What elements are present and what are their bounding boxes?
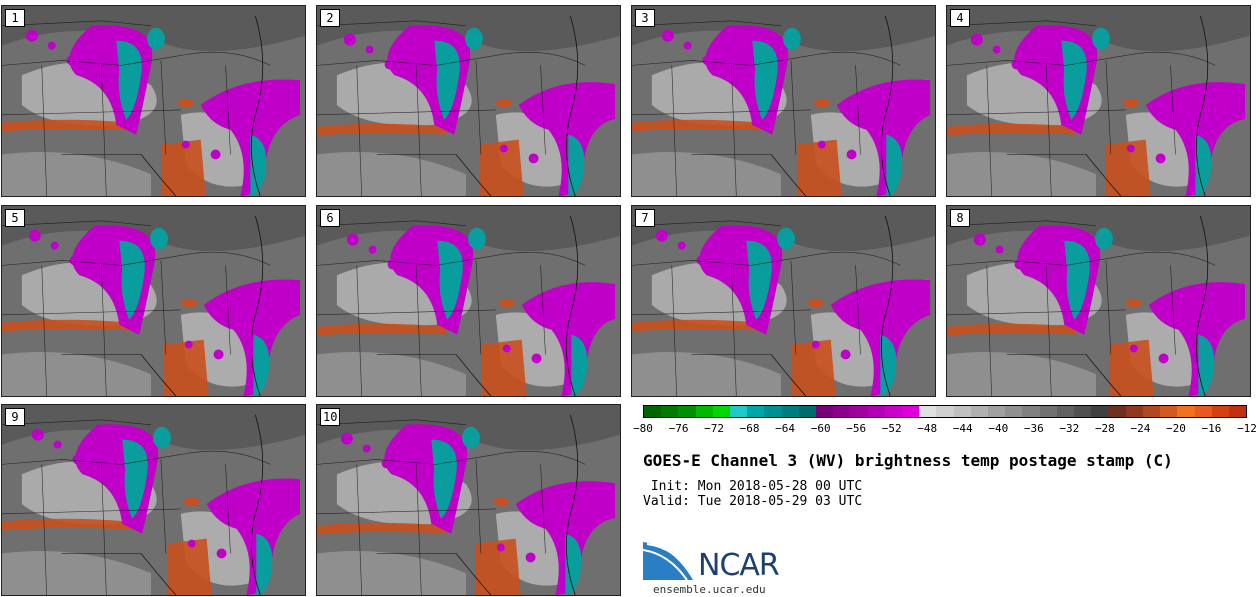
- colorbar-swatch: [1074, 406, 1092, 417]
- colorbar-tick-label: −28: [1094, 422, 1115, 435]
- colorbar-tick-label: −52: [881, 422, 902, 435]
- colorbar-swatch: [970, 406, 989, 417]
- ncar-logo-icon: [643, 542, 696, 581]
- colorbar-swatch: [1005, 406, 1023, 417]
- logo-text: NCAR: [698, 548, 780, 583]
- panel-number: 4: [950, 9, 970, 27]
- colorbar-swatch: [816, 406, 834, 417]
- colorbar: −80 −76 −72 −68 −64 −60 −56 −52 −48 −44 −40 −36 −32 −…: [633, 405, 1257, 435]
- water-vapor-map: [317, 206, 620, 396]
- panel-number: 3: [635, 9, 655, 27]
- colorbar-swatch: [988, 406, 1006, 417]
- stamp-panel-9: 9: [1, 404, 306, 596]
- colorbar-swatch: [1194, 406, 1212, 417]
- colorbar-swatch: [1211, 406, 1229, 417]
- colorbar-swatches: [643, 405, 1247, 418]
- stamp-panel-3: 3: [631, 5, 936, 197]
- colorbar-swatch: [833, 406, 851, 417]
- panel-number: 9: [5, 408, 25, 426]
- colorbar-tick-label: −12: [1237, 422, 1257, 435]
- colorbar-swatch: [850, 406, 868, 417]
- colorbar-swatch: [1056, 406, 1075, 417]
- colorbar-swatch: [661, 406, 679, 417]
- colorbar-swatch: [695, 406, 713, 417]
- water-vapor-map: [2, 405, 305, 595]
- colorbar-swatch: [1142, 406, 1161, 417]
- colorbar-swatch: [1108, 406, 1126, 417]
- panel-number: 10: [320, 408, 341, 426]
- stamp-panel-7: 7: [631, 205, 936, 397]
- colorbar-tick-label: −76: [668, 422, 689, 435]
- colorbar-swatch: [730, 406, 748, 417]
- stamp-panel-10: 10: [316, 404, 621, 596]
- colorbar-swatch: [781, 406, 799, 417]
- colorbar-tick-label: −36: [1023, 422, 1044, 435]
- colorbar-swatch: [884, 406, 903, 417]
- panel-number: 7: [635, 209, 655, 227]
- colorbar-tick-label: −80: [633, 422, 653, 435]
- panel-number: 5: [5, 209, 25, 227]
- stamp-panel-5: 5: [1, 205, 306, 397]
- colorbar-swatch: [1160, 406, 1178, 417]
- colorbar-tick-label: −72: [704, 422, 724, 435]
- colorbar-swatch: [798, 406, 817, 417]
- colorbar-swatch: [1022, 406, 1040, 417]
- water-vapor-map: [947, 6, 1250, 196]
- water-vapor-map: [2, 6, 305, 196]
- water-vapor-map: [632, 206, 935, 396]
- colorbar-swatch: [902, 406, 920, 417]
- panel-number: 1: [5, 9, 25, 27]
- panel-number: 6: [320, 209, 340, 227]
- init-time: Init: Mon 2018-05-28 00 UTC: [643, 479, 863, 494]
- colorbar-swatch: [1125, 406, 1143, 417]
- valid-time: Valid: Tue 2018-05-29 03 UTC: [643, 494, 863, 509]
- water-vapor-map: [2, 206, 305, 396]
- colorbar-tick-label: −68: [739, 422, 760, 435]
- colorbar-swatch: [1228, 406, 1247, 417]
- colorbar-tick-label: −48: [917, 422, 938, 435]
- colorbar-swatch: [644, 406, 662, 417]
- colorbar-tick-label: −16: [1201, 422, 1222, 435]
- colorbar-ticks: −80 −76 −72 −68 −64 −60 −56 −52 −48 −44 −40 −36 −32 −…: [633, 418, 1257, 435]
- stamp-panel-6: 6: [316, 205, 621, 397]
- colorbar-tick-label: −64: [775, 422, 796, 435]
- colorbar-tick-label: −40: [988, 422, 1009, 435]
- stamp-panel-8: 8: [946, 205, 1251, 397]
- colorbar-swatch: [936, 406, 954, 417]
- stamp-panel-2: 2: [316, 5, 621, 197]
- site-url: ensemble.ucar.edu: [653, 583, 766, 596]
- colorbar-swatch: [1039, 406, 1057, 417]
- colorbar-tick-label: −60: [810, 422, 831, 435]
- colorbar-swatch: [1177, 406, 1195, 417]
- stamp-panel-4: 4: [946, 5, 1251, 197]
- colorbar-swatch: [678, 406, 696, 417]
- water-vapor-map: [317, 6, 620, 196]
- panel-number: 8: [950, 209, 970, 227]
- panel-number: 2: [320, 9, 340, 27]
- colorbar-tick-label: −20: [1166, 422, 1186, 435]
- colorbar-swatch: [867, 406, 885, 417]
- colorbar-tick-label: −32: [1059, 422, 1080, 435]
- colorbar-swatch: [1091, 406, 1109, 417]
- figure-title: GOES-E Channel 3 (WV) brightness temp po…: [643, 451, 1173, 470]
- colorbar-tick-label: −44: [952, 422, 973, 435]
- water-vapor-map: [317, 405, 620, 595]
- colorbar-swatch: [919, 406, 937, 417]
- colorbar-swatch: [747, 406, 765, 417]
- colorbar-swatch: [953, 406, 971, 417]
- colorbar-tick-label: −24: [1130, 422, 1151, 435]
- stamp-panel-1: 1: [1, 5, 306, 197]
- colorbar-swatch: [764, 406, 782, 417]
- water-vapor-map: [632, 6, 935, 196]
- colorbar-tick-label: −56: [846, 422, 867, 435]
- colorbar-swatch: [712, 406, 731, 417]
- water-vapor-map: [947, 206, 1250, 396]
